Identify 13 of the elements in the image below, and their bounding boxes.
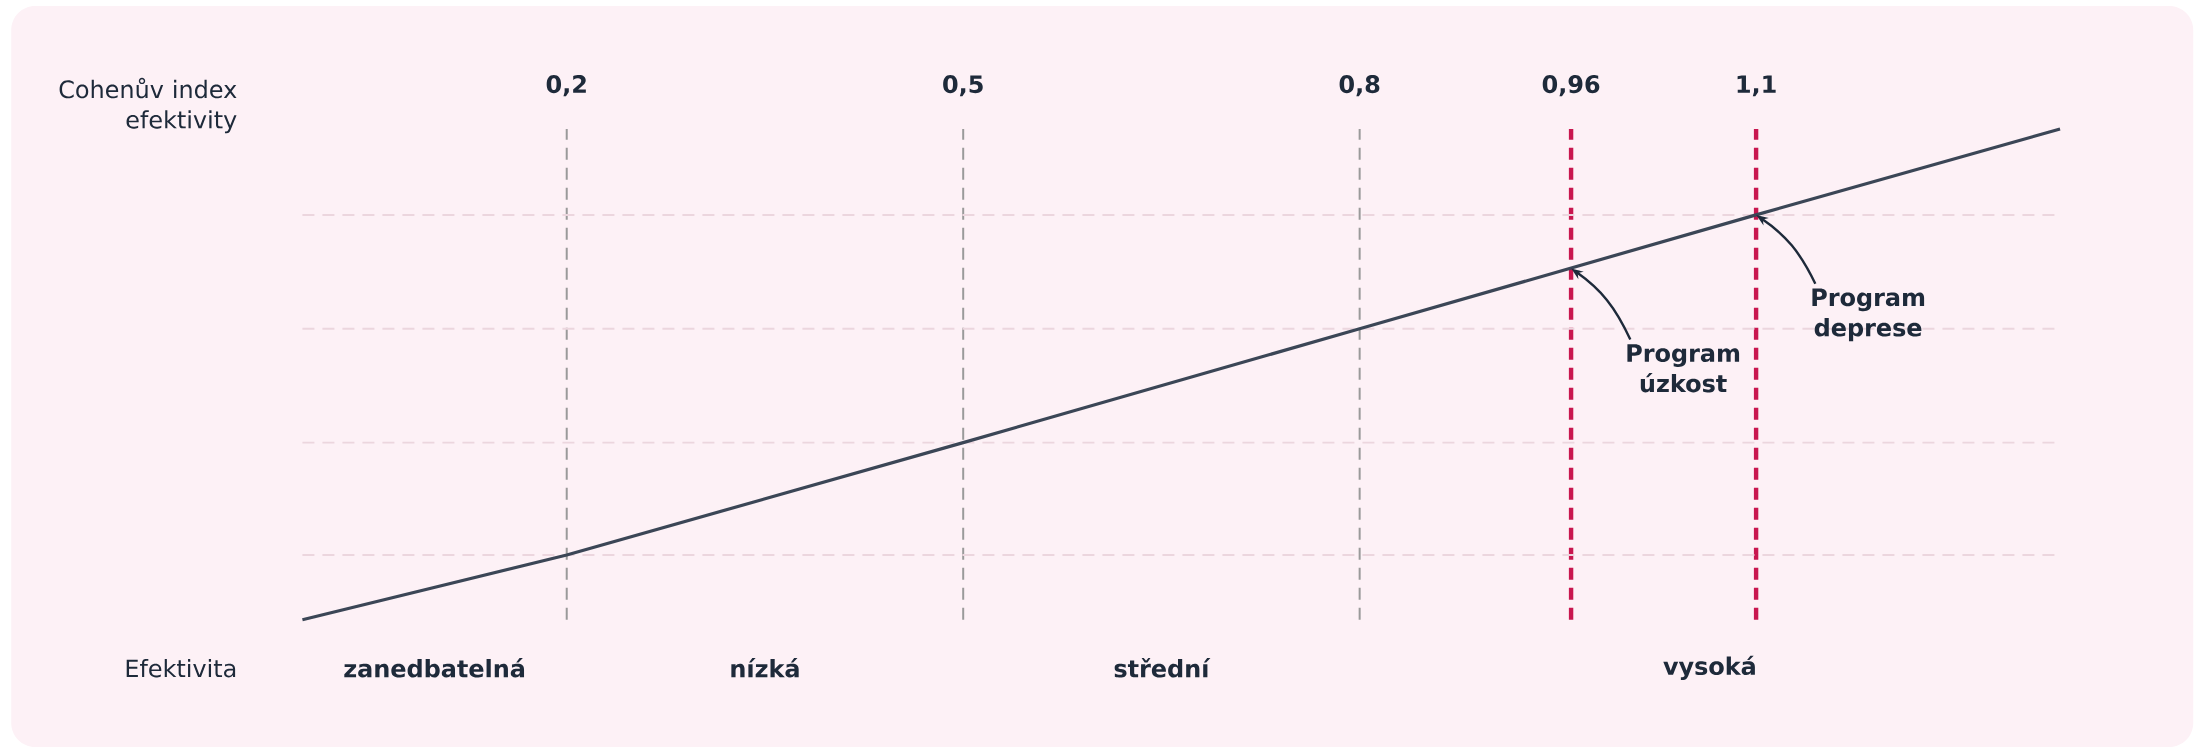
- text: střední: [1114, 658, 1211, 678]
- x-tick-label: 1,1: [1737, 75, 1776, 97]
- x-axis-title: Cohenův index efektivity: [59, 77, 237, 134]
- annotation: Program deprese: [1812, 288, 1925, 342]
- annotation: Program úzkost: [1627, 344, 1740, 393]
- text: vysoká: [1663, 655, 1755, 680]
- x-tick-label: 0,8: [1339, 75, 1380, 97]
- x-tick-label: 0,2: [546, 75, 586, 97]
- x-tick-label: 0,5: [943, 75, 983, 97]
- text: Efektivita: [126, 658, 236, 678]
- text: nízká: [731, 658, 799, 678]
- x-tick-label: 0,96: [1542, 75, 1600, 97]
- text: zanedbatelná: [344, 658, 525, 678]
